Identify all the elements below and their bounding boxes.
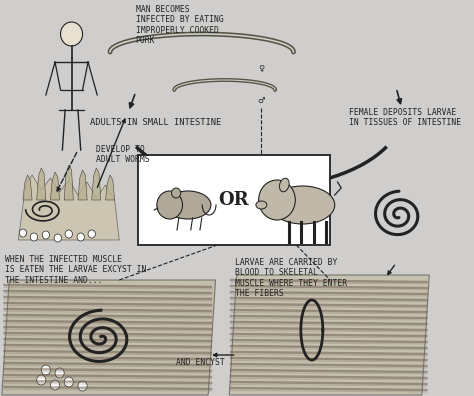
Text: ♂: ♂ <box>258 95 265 105</box>
Polygon shape <box>106 175 115 200</box>
Circle shape <box>64 377 73 387</box>
Polygon shape <box>50 172 60 200</box>
Text: AND ENCYST: AND ENCYST <box>175 358 224 367</box>
Polygon shape <box>78 170 87 200</box>
Circle shape <box>50 380 60 390</box>
Circle shape <box>41 365 50 375</box>
Circle shape <box>30 233 37 241</box>
Circle shape <box>19 229 27 237</box>
Bar <box>137 155 330 245</box>
Text: FEMALE DEPOSITS LARVAE
IN TISSUES OF INTESTINE: FEMALE DEPOSITS LARVAE IN TISSUES OF INT… <box>348 108 461 128</box>
Text: OR: OR <box>219 191 249 209</box>
Circle shape <box>78 381 87 391</box>
Circle shape <box>54 234 62 242</box>
Polygon shape <box>2 280 216 395</box>
Text: ADULTS IN SMALL INTESTINE: ADULTS IN SMALL INTESTINE <box>90 118 221 127</box>
Circle shape <box>88 230 95 238</box>
Ellipse shape <box>271 186 335 224</box>
Text: LARVAE ARE CARRIED BY
BLOOD TO SKELETAL
MUSCLE WHERE THEY ENTER
THE FIBERS: LARVAE ARE CARRIED BY BLOOD TO SKELETAL … <box>235 258 347 298</box>
Circle shape <box>172 188 181 198</box>
Ellipse shape <box>165 191 211 219</box>
Polygon shape <box>64 165 73 200</box>
Circle shape <box>42 231 49 239</box>
Circle shape <box>61 22 82 46</box>
Polygon shape <box>91 168 101 200</box>
Circle shape <box>55 368 64 378</box>
Text: ♀: ♀ <box>258 63 264 72</box>
Circle shape <box>77 233 84 241</box>
Text: DEVELOP TO
ADULT WORMS: DEVELOP TO ADULT WORMS <box>96 145 150 164</box>
Polygon shape <box>18 175 119 240</box>
Circle shape <box>65 230 73 238</box>
Polygon shape <box>229 275 429 395</box>
Circle shape <box>259 180 295 220</box>
Polygon shape <box>23 175 32 200</box>
Text: MAN BECOMES
INFECTED BY EATING
IMPROPERLY COOKED
PORK: MAN BECOMES INFECTED BY EATING IMPROPERL… <box>136 5 223 45</box>
Ellipse shape <box>256 201 267 209</box>
Polygon shape <box>36 168 46 200</box>
Circle shape <box>36 375 46 385</box>
Text: WHEN THE INFECTED MUSCLE
IS EATEN THE LARVAE EXCYST IN
THE INTESTINE AND...: WHEN THE INFECTED MUSCLE IS EATEN THE LA… <box>5 255 146 285</box>
Circle shape <box>157 191 182 219</box>
Ellipse shape <box>280 178 289 192</box>
